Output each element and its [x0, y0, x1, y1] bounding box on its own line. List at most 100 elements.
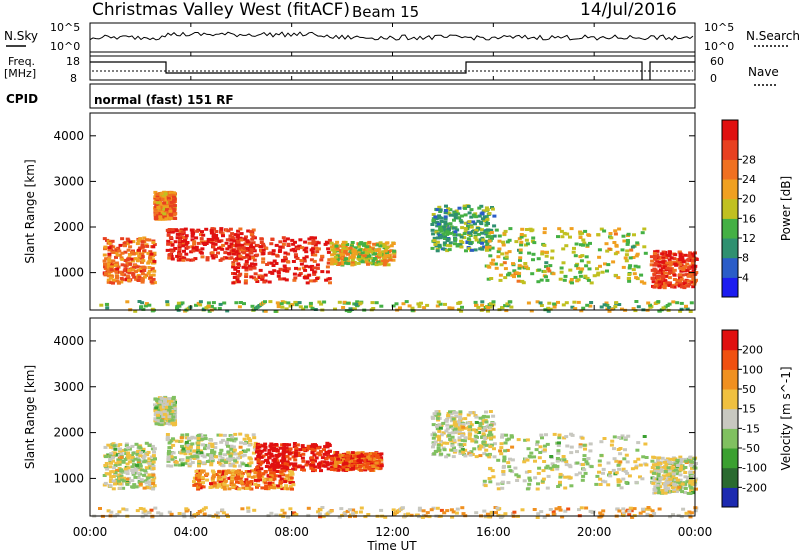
data-cell: [177, 248, 182, 251]
data-cell: [628, 506, 633, 510]
data-cell: [285, 237, 290, 241]
data-cell: [195, 476, 199, 480]
data-cell: [683, 491, 687, 494]
data-cell: [152, 447, 157, 451]
data-cell: [251, 433, 256, 437]
data-cell: [678, 262, 683, 266]
data-cell: [223, 453, 227, 457]
data-cell: [458, 451, 463, 455]
data-cell: [346, 454, 351, 458]
data-cell: [622, 511, 627, 515]
data-cell: [200, 481, 204, 485]
data-cell: [451, 417, 456, 421]
data-cell: [279, 477, 284, 481]
data-cell: [481, 445, 486, 449]
data-cell: [502, 457, 507, 461]
data-cell: [335, 246, 340, 250]
data-cell: [278, 267, 283, 271]
data-cell: [621, 507, 626, 511]
data-cell: [693, 477, 698, 481]
data-cell: [200, 255, 205, 259]
data-cell: [470, 453, 475, 456]
data-cell: [297, 267, 301, 271]
data-cell: [431, 217, 436, 221]
data-cell: [243, 281, 248, 285]
data-cell: [163, 417, 168, 420]
data-cell: [152, 259, 157, 263]
data-cell: [130, 456, 135, 459]
data-cell: [205, 256, 210, 260]
data-cell: [197, 474, 202, 478]
data-cell: [548, 307, 553, 311]
data-cell: [432, 236, 437, 240]
data-cell: [605, 269, 609, 273]
data-cell: [336, 457, 341, 461]
data-cell: [302, 468, 306, 472]
data-cell: [173, 463, 178, 467]
data-cell: [477, 214, 482, 218]
data-cell: [369, 460, 374, 464]
data-cell: [166, 214, 170, 218]
data-cell: [615, 507, 620, 511]
data-cell: [600, 270, 605, 274]
data-cell: [186, 447, 191, 451]
data-cell: [680, 490, 685, 494]
nsky-tick-top: 10^5: [50, 21, 80, 34]
data-cell: [427, 515, 432, 519]
data-cell: [330, 261, 335, 265]
data-cell: [275, 470, 280, 473]
data-cell: [363, 468, 368, 472]
data-cell: [437, 245, 442, 249]
data-cell: [307, 237, 312, 241]
data-cell: [140, 243, 145, 247]
data-cell: [479, 204, 484, 208]
data-cell: [235, 475, 240, 479]
data-cell: [348, 307, 353, 311]
data-cell: [227, 252, 232, 256]
data-cell: [391, 258, 396, 262]
data-cell: [226, 450, 231, 454]
data-cell: [341, 465, 346, 469]
data-cell: [346, 247, 351, 250]
data-cell: [485, 243, 490, 247]
data-cell: [144, 441, 149, 445]
nsearch-tick-bottom: 10^0: [704, 40, 734, 53]
data-cell: [325, 461, 330, 465]
data-cell: [197, 510, 202, 513]
data-cell: [147, 266, 152, 269]
data-cell: [301, 307, 306, 311]
data-cell: [108, 445, 113, 449]
nsearch-label: N.Search: [746, 29, 800, 43]
data-cell: [209, 304, 214, 308]
data-cell: [683, 264, 688, 268]
data-cell: [270, 237, 275, 241]
data-cell: [185, 433, 190, 437]
data-cell: [491, 258, 496, 262]
data-cell: [344, 309, 349, 313]
data-cell: [652, 285, 657, 289]
data-cell: [473, 248, 478, 252]
data-cell: [462, 204, 467, 208]
data-cell: [168, 213, 173, 217]
data-cell: [522, 479, 527, 483]
data-cell: [460, 506, 465, 510]
data-cell: [661, 306, 666, 310]
data-cell: [147, 303, 152, 307]
data-cell: [548, 466, 553, 470]
data-cell: [429, 508, 434, 512]
data-cell: [161, 205, 166, 209]
data-cell: [561, 455, 566, 458]
data-cell: [460, 438, 465, 442]
data-cell: [679, 464, 683, 468]
colorbar-swatch: [722, 120, 738, 141]
data-cell: [537, 456, 542, 460]
data-cell: [293, 458, 298, 462]
data-cell: [445, 423, 450, 427]
data-cell: [400, 506, 405, 510]
data-cell: [188, 452, 193, 456]
data-cell: [174, 439, 179, 443]
data-cell: [383, 515, 388, 519]
data-cell: [231, 485, 236, 488]
data-cell: [210, 442, 215, 446]
data-cell: [558, 277, 563, 281]
